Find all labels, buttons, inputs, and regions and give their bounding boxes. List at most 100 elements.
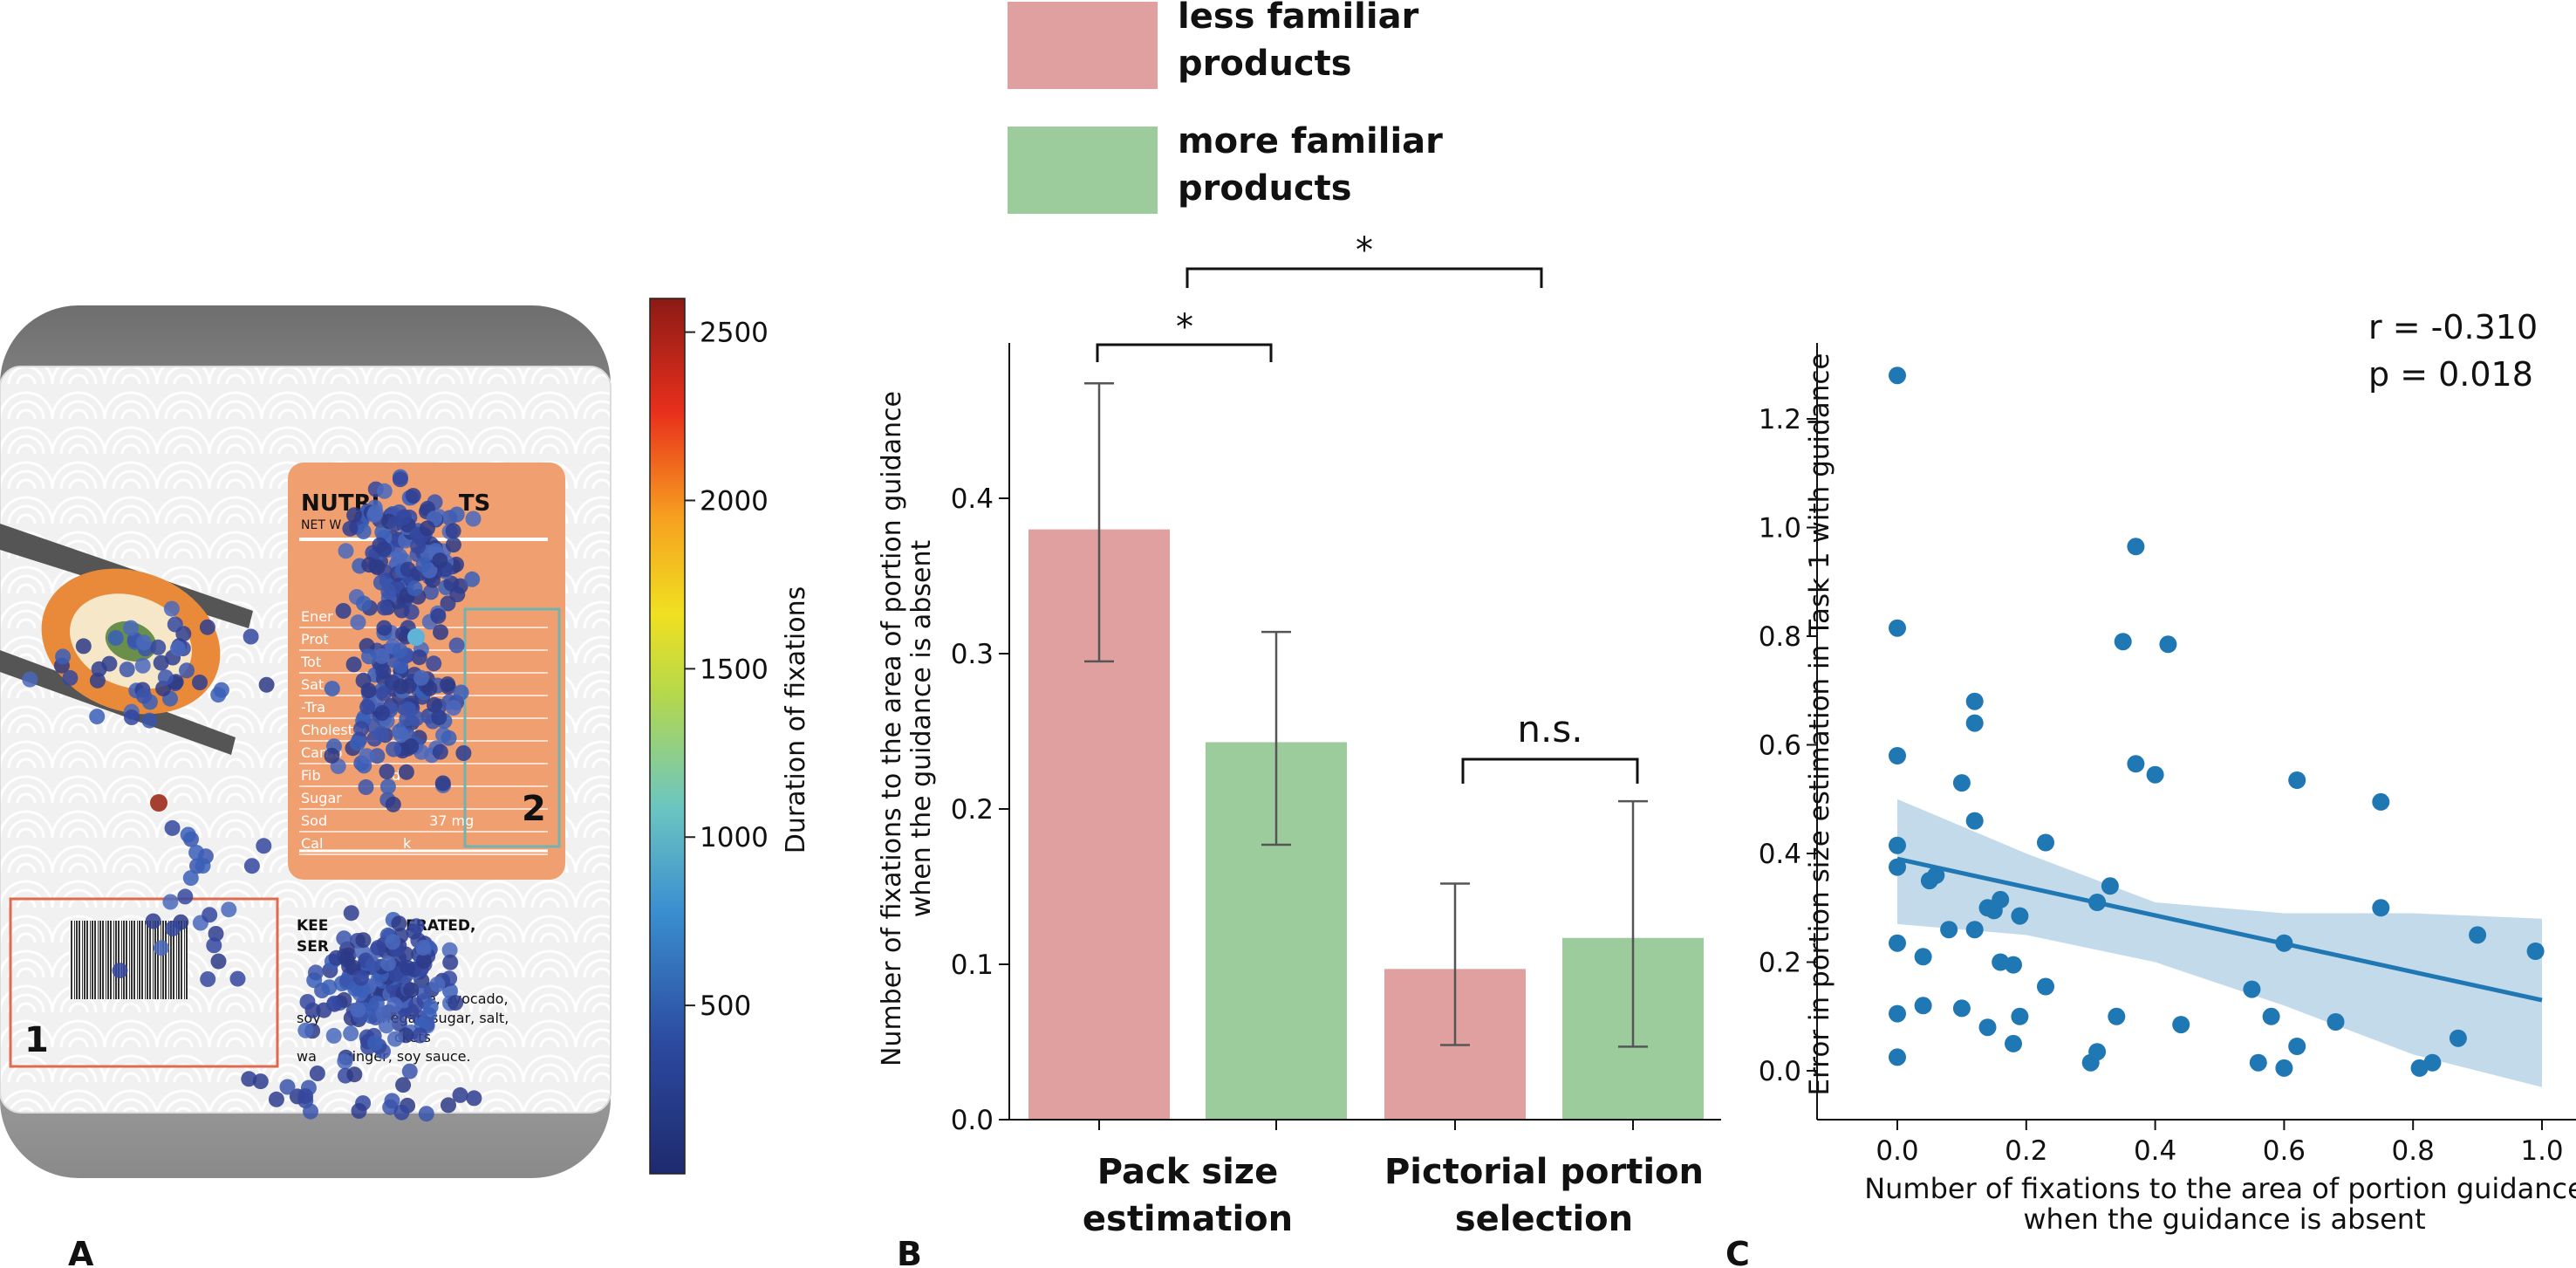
colorbar bbox=[649, 298, 686, 1175]
fixation-dot bbox=[268, 1091, 284, 1107]
colorbar-tick-label: 1500 bbox=[700, 654, 769, 685]
fixation-dot bbox=[157, 669, 174, 686]
axes-b: 0.0 0.1 0.2 0.3 0.4 Pack size estimation Pictor… bbox=[951, 343, 1721, 1239]
fixation-dot bbox=[442, 954, 459, 970]
scatter-point bbox=[2249, 1053, 2267, 1072]
fixation-dot bbox=[352, 970, 369, 986]
fixation-dot bbox=[380, 956, 396, 972]
scatter-point bbox=[1992, 890, 2010, 908]
colorbar-label: Duration of fixations bbox=[781, 586, 811, 853]
fixation-dot bbox=[429, 977, 446, 992]
fixation-dot bbox=[426, 655, 442, 672]
y-tick-label-c: 0.6 bbox=[1759, 730, 1801, 762]
fixation-dot bbox=[55, 648, 72, 665]
fixation-dot bbox=[399, 710, 415, 727]
fixation-dot bbox=[423, 584, 439, 600]
fixation-dot bbox=[346, 1066, 363, 1083]
fixation-dot bbox=[350, 1002, 366, 1018]
fixation-dot bbox=[372, 726, 389, 743]
fixation-dot bbox=[403, 738, 420, 755]
fixation-dot bbox=[336, 930, 352, 947]
fixation-dot bbox=[407, 580, 423, 597]
fixation-dot bbox=[351, 1103, 367, 1119]
fixation-dot bbox=[411, 649, 427, 666]
fixation-dot bbox=[370, 940, 386, 956]
panel-label-a: A bbox=[68, 1235, 94, 1268]
fixation-dot bbox=[372, 574, 389, 591]
fixation-dot bbox=[440, 676, 456, 693]
legend: less familiar products more familiar pro… bbox=[1008, 0, 1443, 214]
scatter-point bbox=[1965, 714, 1984, 732]
significance-brackets: * * n.s. bbox=[1096, 230, 1639, 784]
fixation-dot bbox=[324, 747, 340, 764]
x-tick-label-c: 0.6 bbox=[2263, 1135, 2306, 1167]
fixation-dot bbox=[379, 778, 396, 795]
fixation-dot bbox=[430, 607, 447, 624]
sig-ns: n.s. bbox=[1517, 708, 1582, 751]
fixation-dot bbox=[297, 1088, 314, 1105]
fixation-dot bbox=[393, 678, 409, 695]
fixation-dot bbox=[431, 709, 448, 726]
scatter-point bbox=[2243, 980, 2261, 998]
fixation-dot bbox=[350, 735, 366, 751]
fixation-dot bbox=[210, 953, 227, 970]
confidence-band bbox=[1897, 798, 2542, 1087]
scatter-point bbox=[1965, 692, 1984, 710]
fixation-dot bbox=[400, 960, 416, 976]
scatter-point bbox=[2146, 765, 2164, 784]
fixation-dot bbox=[326, 996, 343, 1012]
panel-label-b: B bbox=[897, 1235, 922, 1268]
fixation-dot bbox=[350, 614, 366, 631]
scatter-point bbox=[1889, 1004, 1906, 1023]
fixation-dot bbox=[415, 940, 432, 956]
fixation-dot bbox=[392, 642, 408, 659]
fixation-dot bbox=[433, 624, 448, 641]
y-tick-label-b: 0.1 bbox=[951, 949, 994, 981]
fixation-dot bbox=[338, 543, 354, 559]
nutrition-row: -Tra bbox=[301, 699, 325, 716]
fixation-dot bbox=[22, 671, 38, 688]
y-axis-label-c: Error in portion size estimation in Task… bbox=[1804, 353, 1835, 1096]
fixation-dot bbox=[443, 575, 460, 592]
fixation-dot bbox=[303, 1103, 318, 1120]
ci-band-area bbox=[1897, 798, 2542, 1087]
aoi-label-1: 1 bbox=[24, 1020, 49, 1060]
serve-text: SER bbox=[297, 938, 329, 956]
fixation-dot bbox=[360, 682, 377, 699]
scatter-point bbox=[2449, 1029, 2467, 1047]
fixation-dot bbox=[221, 901, 237, 918]
fixation-dot bbox=[180, 826, 196, 843]
fixation-dot bbox=[385, 934, 401, 950]
scatter-point bbox=[1889, 747, 1906, 764]
x-axis-label-c-line2: when the guidance is absent bbox=[2023, 1203, 2425, 1236]
fixation-dot bbox=[361, 648, 377, 665]
bars bbox=[1028, 382, 1704, 1120]
scatter-point bbox=[2372, 899, 2390, 917]
y-axis-label-b-line1: Number of fixations to the area of porti… bbox=[877, 391, 907, 1066]
legend-swatch-more-familiar bbox=[1008, 127, 1158, 214]
fixation-dot bbox=[401, 1063, 418, 1080]
fixation-dot bbox=[392, 471, 408, 488]
panel-a-heatmap: NUTRI TS NET W (S) EnerProtTotSat-TraCho… bbox=[0, 298, 811, 1268]
scatter-point bbox=[2469, 926, 2487, 944]
fixation-dot bbox=[373, 648, 390, 664]
x-axis-label-c-line1: Number of fixations to the area of porti… bbox=[1864, 1172, 2576, 1205]
fixation-dot bbox=[405, 488, 421, 504]
fixation-dot bbox=[325, 1027, 342, 1044]
colorbar-tick-label: 500 bbox=[700, 990, 751, 1022]
scatter-point bbox=[1952, 774, 1971, 792]
regression-line bbox=[1896, 856, 2543, 1003]
fixation-dot bbox=[188, 845, 205, 860]
fixation-dot bbox=[353, 721, 370, 737]
fixation-dot bbox=[367, 1035, 383, 1052]
fixation-dot bbox=[256, 838, 272, 854]
panel-b-bar-chart: less familiar products more familiar pro… bbox=[877, 0, 1721, 1268]
scatter-point bbox=[2127, 538, 2145, 556]
fixation-dot bbox=[415, 953, 432, 970]
nutrition-row: Cal k bbox=[301, 835, 412, 852]
colorbar-tick-label: 1000 bbox=[700, 822, 769, 853]
fixation-dot bbox=[243, 628, 259, 645]
legend-swatch-less-familiar bbox=[1008, 2, 1158, 89]
fixation-dot bbox=[199, 619, 215, 635]
